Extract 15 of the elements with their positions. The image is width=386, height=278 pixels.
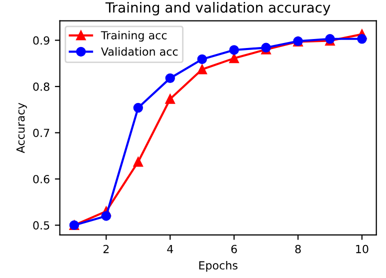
x-tick-label: 8 [295,244,301,254]
x-tick-label: 4 [167,244,174,254]
y-axis-title: Accuracy [16,102,27,154]
x-tick-label: 10 [356,244,368,254]
x-tick-label: 6 [231,244,237,254]
y-tick-label: 0.6 [33,174,50,184]
y-tick-label: 0.8 [33,82,50,91]
y-tick-label: 0.7 [33,128,50,138]
x-tick-label: 2 [103,244,109,254]
x-axis-title: Epochs [199,260,238,272]
y-tick-label: 0.5 [33,221,50,230]
chart-title: Training and validation accuracy [105,2,330,16]
legend-label: Training acc [100,30,167,42]
y-tick-label: 0.9 [33,36,50,45]
legend-label: Validation acc [101,47,178,56]
